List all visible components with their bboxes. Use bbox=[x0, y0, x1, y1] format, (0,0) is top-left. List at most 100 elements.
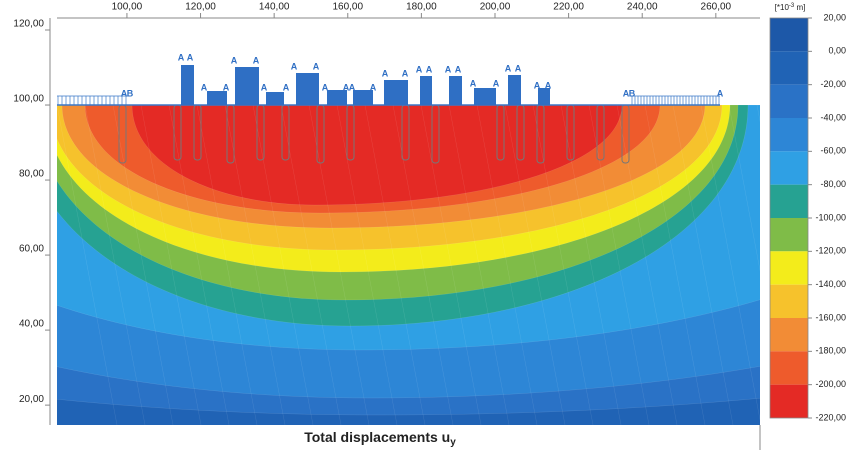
mesh-line bbox=[168, 105, 230, 425]
mesh-line bbox=[364, 105, 426, 425]
colorbar-band bbox=[770, 318, 808, 352]
colorbar-tick-label: -160,00 bbox=[815, 312, 846, 322]
colorbar-tick-label: -200,00 bbox=[815, 379, 846, 389]
mesh-line bbox=[448, 105, 510, 425]
colorbar-tick-label: -60,00 bbox=[820, 146, 846, 156]
x-tick-label: 140,00 bbox=[259, 2, 290, 13]
structure-label: A bbox=[349, 82, 356, 92]
mesh-line bbox=[112, 105, 174, 425]
mesh-line bbox=[252, 105, 314, 425]
colorbar-tick-label: -80,00 bbox=[820, 179, 846, 189]
mesh-line bbox=[308, 105, 370, 425]
mesh-line bbox=[476, 105, 538, 425]
colorbar-band bbox=[770, 18, 808, 52]
x-tick-label: 120,00 bbox=[185, 2, 216, 13]
x-tick-label: 100,00 bbox=[112, 2, 143, 13]
colorbar-band bbox=[770, 284, 808, 318]
building bbox=[508, 75, 521, 105]
structure-label: A bbox=[534, 80, 541, 90]
unit-label: [*10-3 m] bbox=[775, 3, 806, 13]
structure-label: A bbox=[231, 55, 238, 65]
mesh-line bbox=[392, 105, 454, 425]
structure-label: B bbox=[127, 88, 134, 98]
mesh-line bbox=[140, 105, 202, 425]
structures: A BA AA AA AA AA AA A A AA A A A A AA AA AA AA B A bbox=[57, 52, 724, 164]
colorbar-tick-label: 20,00 bbox=[823, 12, 846, 22]
x-tick-label: 180,00 bbox=[406, 2, 437, 13]
mesh-line bbox=[420, 105, 482, 425]
mesh-line bbox=[588, 105, 650, 425]
structure-label: A bbox=[416, 64, 423, 74]
x-tick-label: 160,00 bbox=[332, 2, 363, 13]
structure-label: B bbox=[629, 88, 636, 98]
colorbar-tick-label: -120,00 bbox=[815, 246, 846, 256]
colorbar-tick-label: -180,00 bbox=[815, 346, 846, 356]
colorbar-band bbox=[770, 151, 808, 185]
structure-label: A bbox=[253, 55, 260, 65]
building bbox=[327, 90, 347, 105]
structure-label: A bbox=[545, 80, 552, 90]
colorbar-tick-label: -40,00 bbox=[820, 112, 846, 122]
structure-label: A bbox=[455, 64, 462, 74]
structure-label: A bbox=[223, 82, 230, 92]
mesh-line bbox=[280, 105, 342, 425]
colorbar-band bbox=[770, 184, 808, 218]
chart-title: Total displacements uy bbox=[304, 429, 456, 448]
colorbar-tick-label: -140,00 bbox=[815, 279, 846, 289]
mesh-line bbox=[560, 105, 622, 425]
mesh-line bbox=[532, 105, 594, 425]
building bbox=[449, 76, 462, 105]
title-subscript: y bbox=[450, 437, 456, 448]
structure-label: A bbox=[402, 68, 409, 78]
structure-label: A bbox=[426, 64, 433, 74]
y-tick-label: 20,00 bbox=[19, 394, 44, 405]
structure-label: A bbox=[382, 68, 389, 78]
y-tick-label: 80,00 bbox=[19, 169, 44, 180]
mesh-line bbox=[224, 105, 286, 425]
colorbar-band bbox=[770, 251, 808, 285]
mesh-line bbox=[616, 105, 678, 425]
contour-band bbox=[131, 105, 623, 206]
y-tick-label: 40,00 bbox=[19, 319, 44, 330]
mesh-line bbox=[700, 105, 760, 422]
building bbox=[235, 67, 259, 105]
structure-label: A bbox=[178, 52, 185, 62]
colorbar-tick-label: -100,00 bbox=[815, 212, 846, 222]
building bbox=[384, 80, 408, 105]
structure-label: A bbox=[370, 82, 377, 92]
structure-label: A bbox=[121, 88, 128, 98]
structure-label: A bbox=[283, 82, 290, 92]
mesh-line bbox=[728, 105, 760, 272]
structure-label: A bbox=[470, 78, 477, 88]
structure-label: A bbox=[623, 88, 630, 98]
colorbar-tick-label: -20,00 bbox=[820, 79, 846, 89]
structure-label: A bbox=[291, 61, 298, 71]
structure-label: A bbox=[515, 63, 522, 73]
building bbox=[420, 76, 432, 105]
title-text: Total displacements u bbox=[304, 429, 450, 445]
structure-label: A bbox=[187, 52, 194, 62]
building bbox=[207, 91, 227, 105]
x-tick-label: 260,00 bbox=[701, 2, 732, 13]
y-tick-label: 60,00 bbox=[19, 244, 44, 255]
mesh-line bbox=[672, 105, 734, 425]
colorbar-band bbox=[770, 351, 808, 385]
x-tick-label: 240,00 bbox=[627, 2, 658, 13]
mesh-line bbox=[57, 105, 118, 425]
unit-part: [*10 bbox=[775, 3, 790, 12]
structure-label: A bbox=[322, 82, 329, 92]
mesh-line bbox=[644, 105, 706, 425]
structure-label: A bbox=[313, 61, 320, 71]
colorbar-band bbox=[770, 118, 808, 152]
mesh-line bbox=[84, 105, 146, 425]
building bbox=[353, 90, 373, 105]
colorbar-tick-label: -220,00 bbox=[815, 412, 846, 422]
building bbox=[181, 65, 194, 105]
structure-label: A bbox=[343, 82, 350, 92]
colorbar-band bbox=[770, 384, 808, 418]
structure-label: A bbox=[201, 82, 208, 92]
colorbar-band bbox=[770, 218, 808, 252]
structure-label: A bbox=[505, 63, 512, 73]
colorbar-band bbox=[770, 51, 808, 85]
